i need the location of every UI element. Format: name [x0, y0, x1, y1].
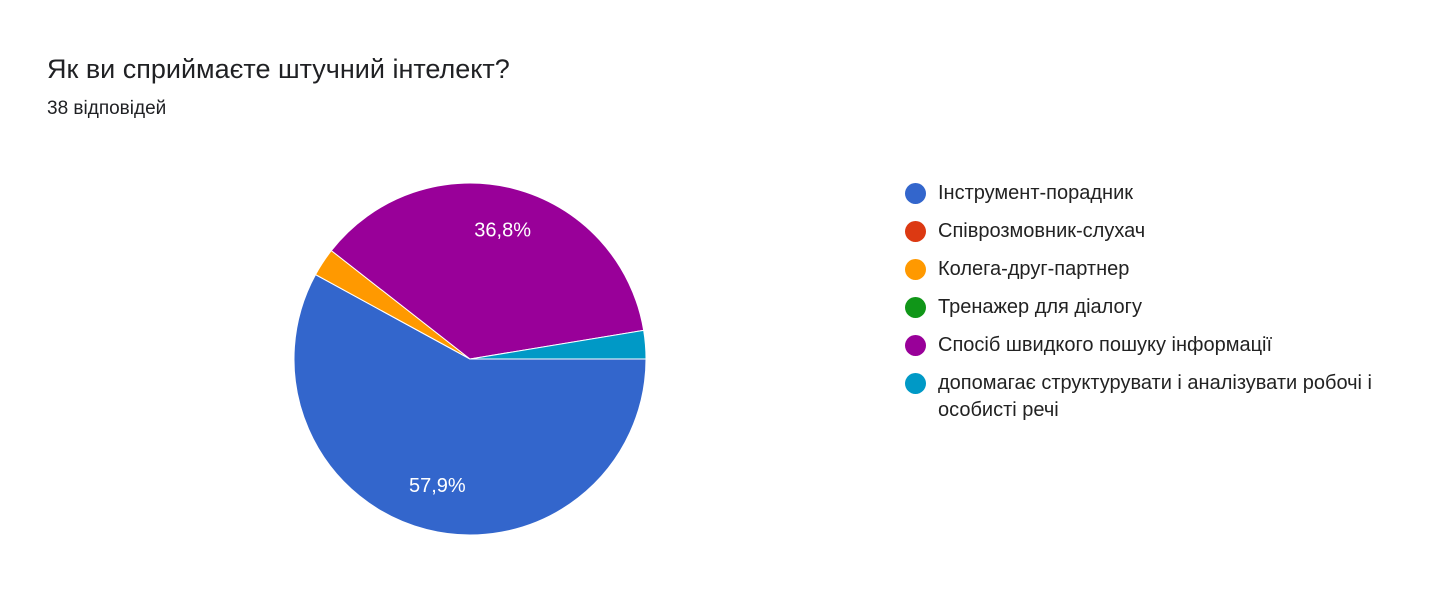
- legend-swatch: [905, 259, 926, 280]
- data-label: 57,9%: [409, 475, 466, 497]
- chart-title: Як ви сприймаєте штучний інтелект?: [47, 54, 510, 84]
- legend-item: Колега-друг-партнер: [905, 256, 1375, 283]
- chart-subtitle: 38 відповідей: [47, 98, 167, 119]
- legend-swatch: [905, 335, 926, 356]
- legend-item: допомагає структурувати і аналізувати ро…: [905, 370, 1375, 424]
- legend-item: Спосіб швидкого пошуку інформації: [905, 332, 1375, 359]
- legend-swatch: [905, 297, 926, 318]
- legend-label: Співрозмовник-слухач: [938, 220, 1146, 242]
- data-label: 36,8%: [474, 219, 531, 241]
- legend-label: Колега-друг-партнер: [938, 258, 1130, 280]
- pie-slice: [330, 182, 645, 360]
- legend-label: допомагає структурувати і аналізувати ро…: [938, 372, 1372, 421]
- legend-label: Інструмент-порадник: [938, 182, 1134, 204]
- legend-item: Співрозмовник-слухач: [905, 218, 1375, 245]
- chart: 57,9% 36,8%: [293, 182, 647, 536]
- legend-item: Тренажер для діалогу: [905, 294, 1375, 321]
- pie-slice: [293, 273, 647, 536]
- legend-swatch: [905, 183, 926, 204]
- legend-label: Тренажер для діалогу: [938, 296, 1142, 318]
- legend-label: Спосіб швидкого пошуку інформації: [938, 334, 1273, 356]
- pie-slice: [469, 329, 647, 360]
- legend-swatch: [905, 373, 926, 394]
- legend-item: Інструмент-порадник: [905, 180, 1375, 207]
- legend: Інструмент-порадник Співрозмовник-слухач К…: [905, 180, 1375, 435]
- legend-swatch: [905, 221, 926, 242]
